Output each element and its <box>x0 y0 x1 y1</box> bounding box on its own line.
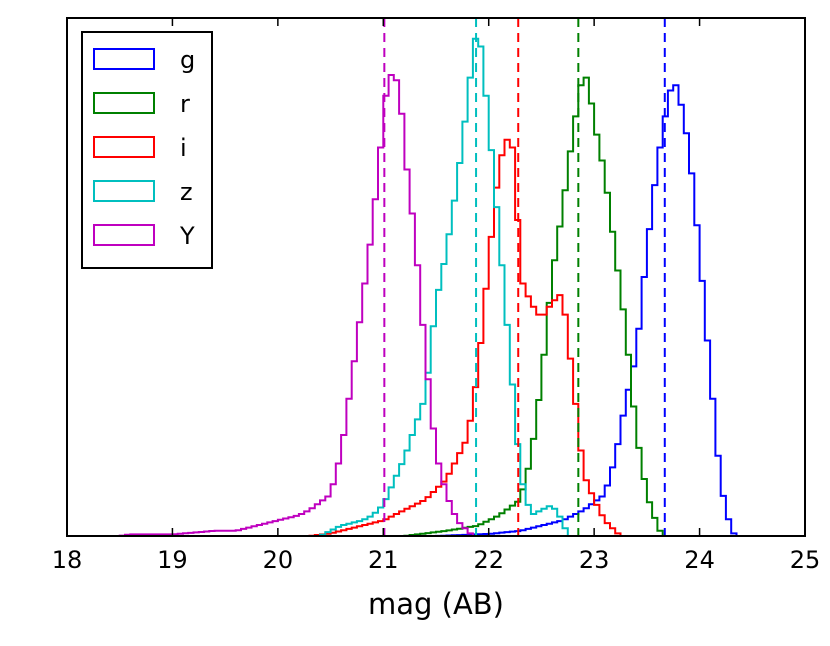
x-tick-label: 23 <box>579 546 610 574</box>
legend-label-g: g <box>180 46 195 74</box>
x-axis-ticks: 18 19 20 21 22 23 24 25 <box>52 18 821 574</box>
legend-swatch-Y <box>93 224 155 246</box>
legend-swatch-i <box>93 136 155 158</box>
x-axis-label: mag (AB) <box>368 587 504 621</box>
plot-frame <box>66 17 806 537</box>
legend-swatch-z <box>93 180 155 202</box>
histogram-z <box>319 37 569 536</box>
legend-swatch-r <box>93 92 155 114</box>
legend-label-r: r <box>180 90 190 118</box>
x-tick-label: 19 <box>157 546 188 574</box>
series-layer <box>118 37 738 537</box>
histogram-i <box>308 138 622 537</box>
legend-box <box>81 31 213 269</box>
x-tick-label: 24 <box>684 546 715 574</box>
x-tick-label: 22 <box>473 546 504 574</box>
legend-label-i: i <box>180 134 187 162</box>
x-tick-label: 21 <box>368 546 399 574</box>
x-tick-label: 25 <box>790 546 821 574</box>
legend-label-z: z <box>180 178 193 206</box>
x-tick-label: 20 <box>263 546 294 574</box>
histogram-g <box>435 84 738 537</box>
x-tick-label: 18 <box>52 546 83 574</box>
legend-label-Y: Y <box>179 222 195 250</box>
histogram-Y <box>118 74 474 537</box>
histogram-r <box>403 76 664 537</box>
median-lines <box>383 18 666 536</box>
legend-swatch-g <box>93 48 155 70</box>
